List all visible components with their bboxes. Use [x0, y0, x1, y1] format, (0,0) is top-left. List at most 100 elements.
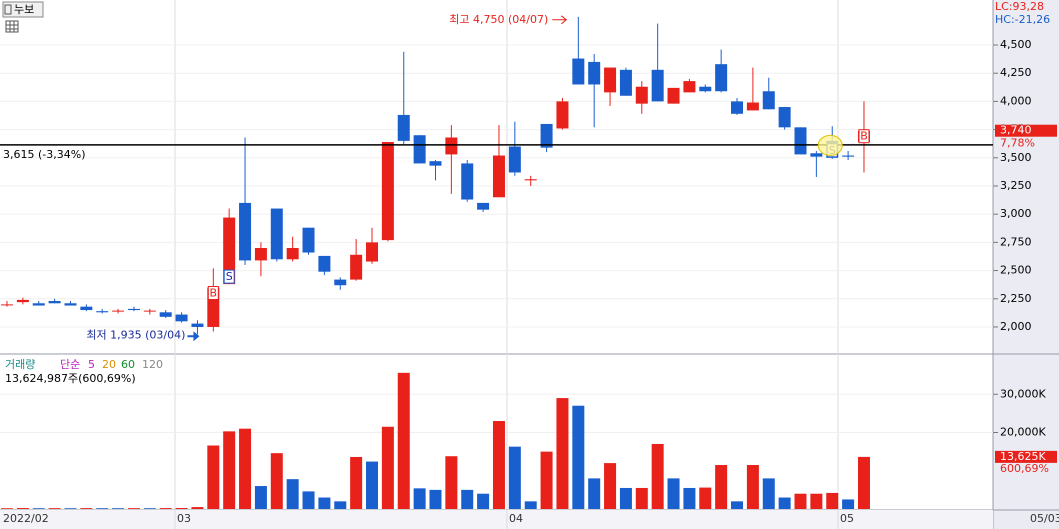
x-label: 03	[177, 512, 191, 525]
volume-bar	[715, 465, 728, 509]
candle-body	[397, 114, 410, 141]
volume-bar	[604, 463, 617, 509]
candle-body	[778, 107, 791, 128]
high-arrow	[552, 15, 568, 25]
volume-bar	[492, 421, 505, 509]
volume-bar	[556, 398, 569, 509]
reference-label: 3,615 (-3,34%)	[3, 148, 85, 161]
volume-bar	[778, 497, 791, 509]
candle-body	[318, 255, 331, 272]
candle-body	[413, 135, 426, 164]
candle-body	[508, 146, 521, 173]
candle-body	[524, 179, 537, 181]
volume-bar	[350, 456, 363, 509]
candle-body	[381, 141, 394, 241]
candle-body	[588, 61, 601, 85]
price-tag-label: 3,740	[1000, 124, 1032, 137]
candle-body	[683, 81, 696, 93]
volume-bar	[159, 508, 172, 509]
volume-bar	[397, 372, 410, 509]
low-arrow	[187, 331, 200, 342]
candle-body	[540, 123, 553, 148]
ma-legend: 120	[142, 358, 163, 371]
volume-ratio: 600,69%	[1000, 462, 1049, 475]
candle-body	[64, 303, 77, 306]
volume-title: 거래량	[5, 358, 35, 371]
candle-body	[80, 306, 93, 311]
volume-bar	[381, 426, 394, 509]
volume-bar	[572, 405, 585, 509]
candle-body	[112, 310, 125, 312]
volume-tag-label: 13,625K	[1000, 450, 1046, 463]
low-note: 최저 1,935 (03/04)	[86, 328, 185, 341]
candle-body	[334, 279, 347, 286]
candle-body	[731, 101, 744, 114]
candle-body	[223, 217, 236, 285]
candle-body	[461, 163, 474, 200]
y-tick-label: 20,000K	[1000, 426, 1046, 439]
volume-bar	[207, 445, 220, 509]
candle-body	[286, 248, 299, 260]
highlight	[817, 134, 843, 156]
volume-bar	[413, 488, 426, 509]
volume-bar	[286, 479, 299, 509]
volume-bar	[64, 508, 77, 509]
candle-body	[32, 303, 45, 306]
y-tick-label: 2,500	[1000, 264, 1032, 277]
signal-label: B	[860, 130, 868, 143]
volume-bar	[318, 497, 331, 509]
candle-body	[254, 248, 267, 261]
candle-body	[746, 102, 759, 111]
volume-bar	[762, 478, 775, 509]
candle-body	[492, 155, 505, 198]
signal-box	[858, 129, 870, 144]
x-label: 04	[509, 512, 523, 525]
candle-body	[366, 242, 379, 262]
volume-bar	[32, 508, 45, 509]
volume-bar	[461, 489, 474, 509]
volume-bar	[445, 456, 458, 509]
grid-icon[interactable]	[5, 20, 19, 33]
lc-indicator: LC:93,28	[995, 0, 1044, 13]
price-change: 7,78%	[1000, 137, 1035, 150]
y-tick-label: 2,000	[1000, 320, 1032, 333]
volume-bar	[127, 508, 140, 509]
volume-bar	[699, 487, 712, 509]
candle-body	[191, 323, 204, 327]
signal-label: S	[226, 270, 233, 283]
volume-bar	[16, 508, 29, 509]
stock-name-box[interactable]	[2, 1, 44, 18]
y-tick-label: 3,000	[1000, 207, 1032, 220]
volume-bar	[842, 499, 855, 509]
x-label: 05	[840, 512, 854, 525]
ma-legend: 5	[88, 358, 95, 371]
month-grid	[174, 0, 839, 529]
y-tick-label: 4,000	[1000, 94, 1032, 107]
volume-bar	[794, 493, 807, 509]
candle-body	[127, 308, 140, 311]
volume-tag	[995, 450, 1057, 463]
icon	[4, 4, 12, 15]
volume-bar	[112, 508, 125, 509]
volume-bar	[239, 428, 252, 509]
x-axis-bg	[0, 510, 993, 529]
signal-label: B	[210, 286, 218, 299]
volume-bar	[508, 446, 521, 509]
candle-body	[48, 301, 61, 304]
candle-body	[96, 311, 109, 313]
candle-body	[556, 101, 569, 129]
volume-bar	[48, 508, 61, 509]
volume-bar	[731, 501, 744, 509]
stock-name[interactable]: 누보	[14, 3, 34, 16]
y-tick-label: 3,250	[1000, 179, 1032, 192]
volume-bar	[619, 487, 632, 509]
signal-box	[207, 285, 219, 300]
y-tick-label: 30,000K	[1000, 387, 1046, 400]
candle-body	[477, 202, 490, 210]
volume-bar	[651, 443, 664, 509]
y-tick-label: 4,500	[1000, 38, 1032, 51]
volume-bar	[254, 486, 267, 509]
x-label: 05/03	[1030, 512, 1059, 525]
candle-body	[16, 299, 29, 303]
